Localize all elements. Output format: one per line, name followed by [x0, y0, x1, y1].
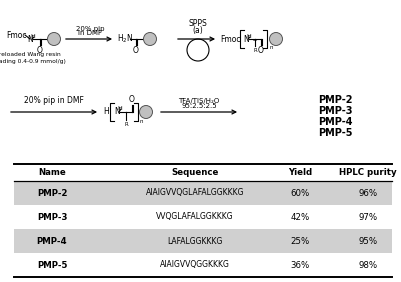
Text: $\mathsf{H_2N}$: $\mathsf{H_2N}$ [117, 33, 134, 45]
Text: 95%: 95% [358, 237, 378, 246]
Text: PMP-2: PMP-2 [318, 95, 352, 105]
Text: PMP-4: PMP-4 [318, 117, 352, 127]
Text: N: N [243, 34, 249, 43]
Text: Yield: Yield [288, 168, 312, 177]
Text: PMP-5: PMP-5 [318, 128, 352, 138]
Text: preloaded Wang resin
(loading 0.4-0.9 mmol/g): preloaded Wang resin (loading 0.4-0.9 mm… [0, 52, 65, 64]
Text: 42%: 42% [290, 213, 310, 221]
Text: 60%: 60% [290, 188, 310, 197]
Circle shape [269, 32, 282, 45]
Bar [14, 229, 392, 253]
Text: 97%: 97% [358, 213, 378, 221]
Circle shape [47, 32, 61, 45]
Text: n: n [140, 119, 144, 124]
Text: PMP-5: PMP-5 [37, 261, 67, 270]
Circle shape [144, 32, 156, 45]
Text: VVQGLAFALGGKKKG: VVQGLAFALGGKKKG [156, 213, 234, 221]
Text: R: R [124, 122, 128, 127]
Circle shape [140, 105, 152, 118]
Text: 25%: 25% [290, 237, 310, 246]
Text: PMP-4: PMP-4 [36, 237, 67, 246]
Text: Fmoc: Fmoc [220, 34, 241, 43]
Text: H: H [247, 34, 251, 39]
Text: TFA/TIS/H₂O: TFA/TIS/H₂O [178, 98, 220, 104]
Text: Name: Name [38, 168, 66, 177]
Text: (a): (a) [192, 25, 203, 34]
Text: 98%: 98% [358, 261, 378, 270]
Text: n: n [269, 45, 273, 50]
Text: PMP-3: PMP-3 [37, 213, 67, 221]
Text: in DMF: in DMF [78, 30, 102, 36]
Text: O: O [258, 46, 264, 55]
Text: SPPS: SPPS [188, 19, 207, 28]
Text: O: O [37, 46, 43, 55]
Text: O: O [129, 95, 135, 104]
Text: 36%: 36% [290, 261, 310, 270]
Bar [14, 181, 392, 205]
Text: AIAIGVVQGGKKKG: AIAIGVVQGGKKKG [160, 261, 230, 270]
Text: LAFALGGKKKG: LAFALGGKKKG [167, 237, 223, 246]
Text: H: H [30, 34, 35, 39]
Text: 95:2.5:2.5: 95:2.5:2.5 [181, 103, 217, 109]
Text: 20% pip in DMF: 20% pip in DMF [24, 96, 84, 105]
Text: O: O [133, 46, 139, 55]
Text: H: H [117, 107, 122, 111]
Text: Fmoc: Fmoc [6, 30, 26, 39]
Text: R: R [253, 48, 257, 53]
Text: PMP-3: PMP-3 [318, 106, 352, 116]
Text: Sequence: Sequence [171, 168, 219, 177]
Text: 96%: 96% [358, 188, 378, 197]
Text: 20% pip: 20% pip [76, 26, 104, 32]
Text: AIAIGVVQGLAFALGGKKKG: AIAIGVVQGLAFALGGKKKG [146, 188, 244, 197]
Text: N: N [27, 34, 33, 43]
Text: H: H [103, 107, 109, 116]
Text: PMP-2: PMP-2 [37, 188, 67, 197]
Text: HPLC purity: HPLC purity [339, 168, 397, 177]
Text: N: N [114, 107, 120, 116]
